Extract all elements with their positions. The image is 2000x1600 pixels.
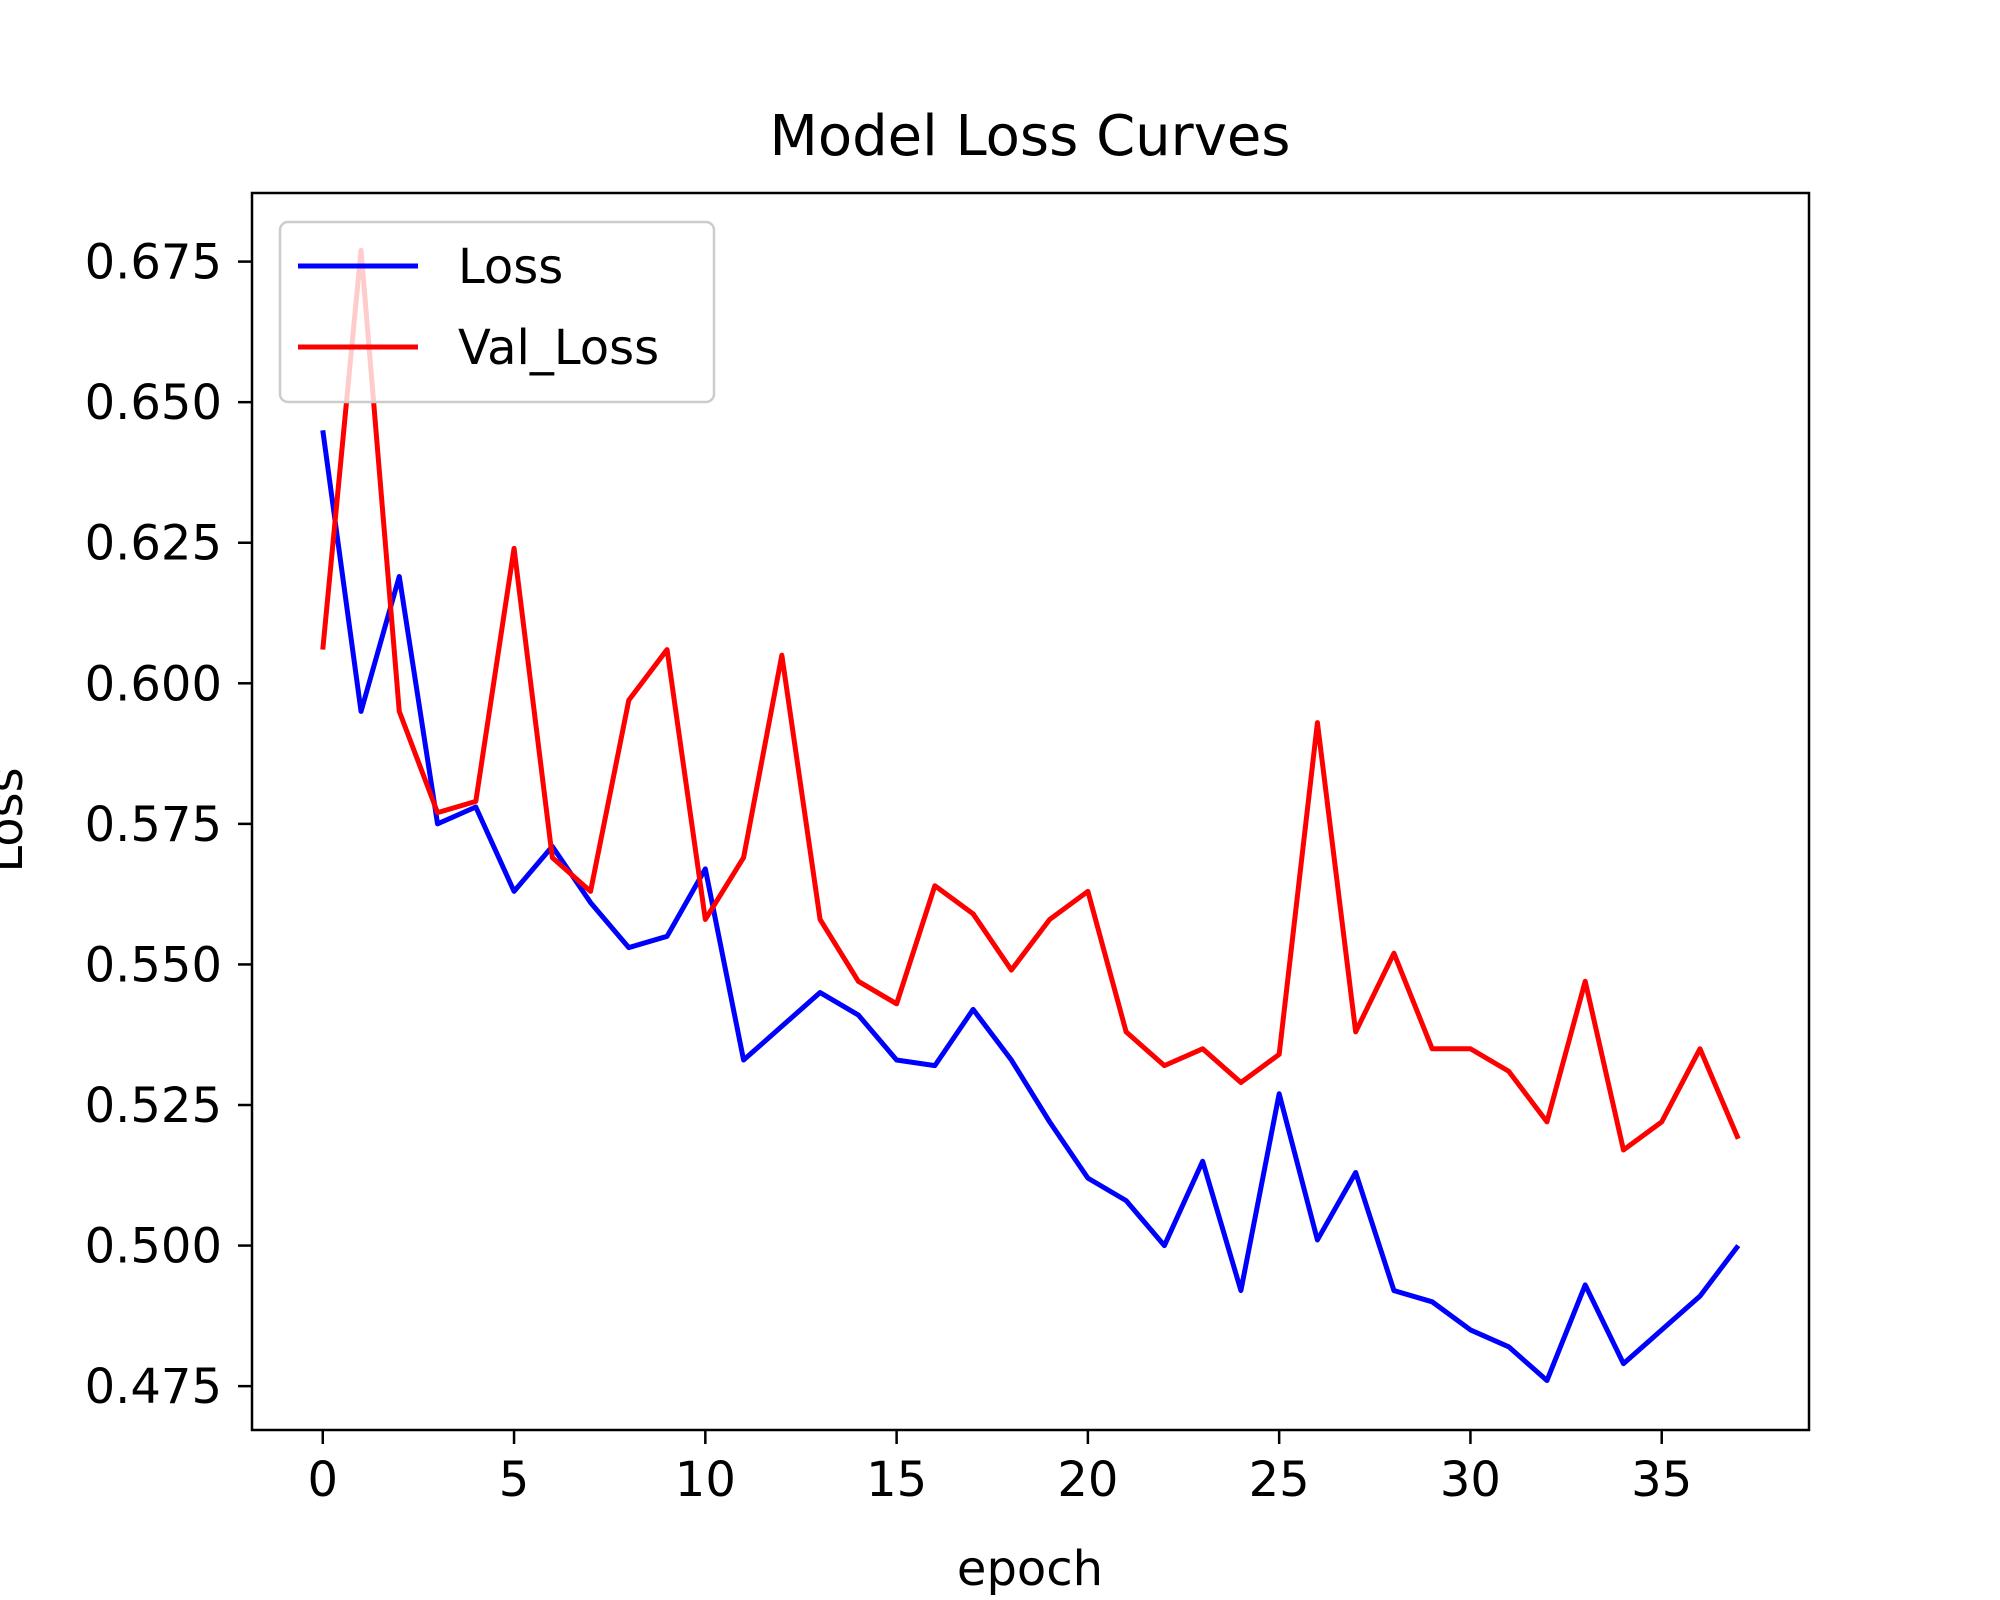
x-tick-label: 35: [1631, 1452, 1692, 1508]
series-line-loss: [320, 429, 1741, 1384]
series-lines: [320, 247, 1741, 1384]
x-tick-label: 30: [1440, 1452, 1501, 1508]
y-tick-label: 0.550: [85, 937, 222, 993]
y-tick-label: 0.625: [85, 516, 222, 572]
x-axis-ticks: 0 5 10 15 20 25 30 35: [307, 1430, 1692, 1508]
series-line-val-loss: [320, 247, 1741, 1153]
legend-label-loss: Loss: [458, 239, 563, 295]
y-tick-label: 0.475: [85, 1359, 222, 1415]
x-tick-label: 5: [499, 1452, 530, 1508]
y-tick-label: 0.525: [85, 1078, 222, 1134]
legend-label-val-loss: Val_Loss: [458, 320, 659, 376]
y-tick-label: 0.500: [85, 1219, 222, 1275]
x-tick-label: 15: [866, 1452, 927, 1508]
x-tick-label: 0: [307, 1452, 338, 1508]
y-tick-label: 0.650: [85, 375, 222, 431]
y-axis-ticks: 0.475 0.500 0.525 0.550 0.575 0.600 0.625 0.650…: [85, 235, 252, 1415]
y-axis-label: Loss: [0, 767, 34, 872]
y-tick-label: 0.600: [85, 656, 222, 712]
y-tick-label: 0.575: [85, 797, 222, 853]
y-tick-label: 0.675: [85, 235, 222, 291]
chart-title: Model Loss Curves: [770, 104, 1291, 169]
x-tick-label: 10: [675, 1452, 736, 1508]
x-axis-label: epoch: [957, 1541, 1103, 1597]
legend: Loss Val_Loss: [278, 220, 716, 404]
x-tick-label: 25: [1249, 1452, 1310, 1508]
x-tick-label: 20: [1057, 1452, 1118, 1508]
plot-area-frame: [250, 191, 1811, 1432]
